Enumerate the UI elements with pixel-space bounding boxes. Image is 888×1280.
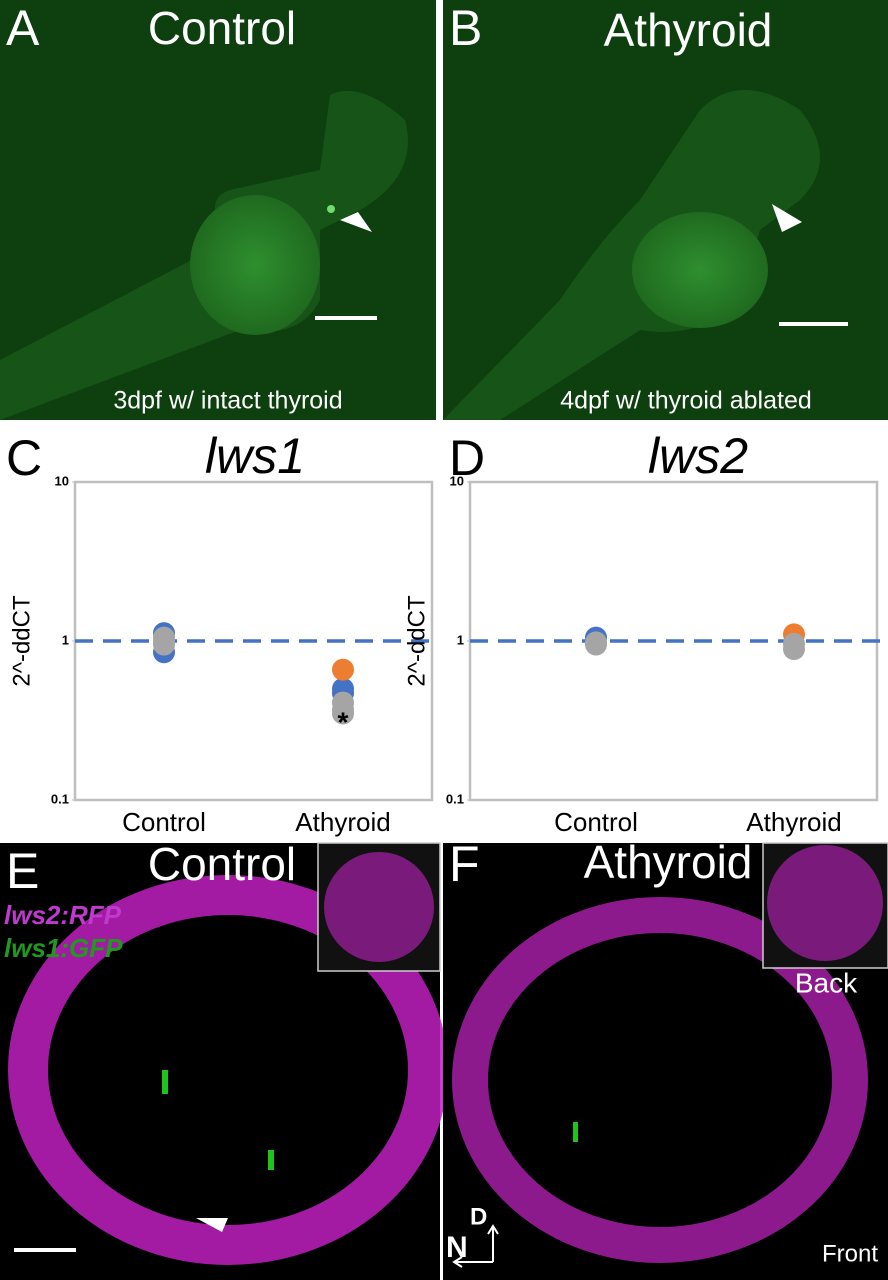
panel-letter: C [6, 430, 42, 486]
y-tick-label: 1 [62, 632, 69, 647]
y-tick-label: 1 [457, 632, 464, 647]
x-tick-label: Athyroid [295, 807, 390, 837]
panel-title: Athyroid [604, 4, 773, 56]
annotation: * [338, 707, 349, 738]
data-point [153, 626, 175, 649]
y-axis-label: 2^-ddCT [8, 595, 35, 687]
panel-title: Control [148, 2, 296, 54]
panel-a: A Control 3dpf w/ intact thyroid [0, 0, 436, 420]
inset-label: Back [795, 967, 858, 998]
x-tick-label: Athyroid [746, 807, 841, 837]
panel-letter: E [6, 843, 39, 899]
caption: 4dpf w/ thyroid ablated [560, 387, 812, 415]
retina [8, 875, 448, 1265]
panel-title: Control [148, 838, 296, 890]
data-point [585, 633, 607, 656]
chart-title: lws1 [205, 428, 305, 484]
panel-letter: B [449, 0, 482, 56]
inset-retina [767, 845, 883, 961]
label-rfp: lws2:RFP [4, 900, 122, 930]
label-gfp: lws1:GFP [4, 933, 123, 963]
gfp-cell [573, 1122, 578, 1142]
axis-label-n: N [446, 1231, 468, 1264]
corner-label: Front [822, 1240, 878, 1267]
y-tick-label: 10 [450, 473, 464, 488]
larva [443, 90, 820, 420]
retina [452, 897, 868, 1263]
orientation-arrows [452, 1224, 499, 1268]
panel-letter: A [6, 0, 40, 56]
y-tick-label: 0.1 [446, 791, 464, 806]
thyroid [327, 205, 335, 213]
y-tick-label: 10 [55, 473, 69, 488]
data-point [332, 658, 354, 681]
inset-retina [324, 852, 434, 962]
panel-letter: F [449, 836, 480, 892]
data-point [783, 638, 805, 661]
x-tick-label: Control [554, 807, 638, 837]
yolk [632, 212, 768, 328]
gfp-cell [268, 1150, 274, 1170]
panel-b: B Athyroid 4dpf w/ thyroid ablated [443, 0, 888, 420]
x-tick-label: Control [122, 807, 206, 837]
panel-title: Athyroid [584, 836, 753, 888]
axis-label-d: D [470, 1203, 487, 1230]
yolk [190, 195, 320, 335]
y-tick-label: 0.1 [51, 791, 69, 806]
caption: 3dpf w/ intact thyroid [113, 387, 342, 415]
panel-e: E Control lws2:RFP lws1:GFP [0, 838, 448, 1280]
arrowhead [772, 204, 802, 232]
arrowhead [196, 1218, 228, 1232]
data-point [332, 702, 354, 725]
arrowhead [340, 212, 372, 232]
y-axis-label: 2^-ddCT [403, 595, 430, 687]
panel-letter: D [449, 430, 485, 486]
gfp-cell [162, 1070, 168, 1094]
chart-title: lws2 [648, 428, 748, 484]
panel-f: F Athyroid Back Front D N [443, 836, 888, 1280]
